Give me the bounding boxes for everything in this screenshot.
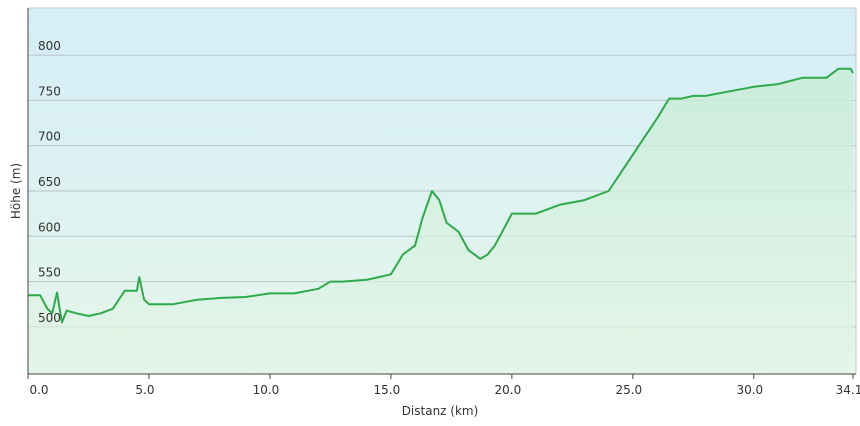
x-tick-label: 20.0 <box>495 383 522 397</box>
y-tick-label: 550 <box>38 266 61 280</box>
y-tick-label: 750 <box>38 84 61 98</box>
y-tick-label: 800 <box>38 39 61 53</box>
x-tick-label: 10.0 <box>253 383 280 397</box>
x-tick-label: 30.0 <box>736 383 763 397</box>
x-tick-label: 5.0 <box>135 383 154 397</box>
y-tick-label: 500 <box>38 311 61 325</box>
y-tick-label: 700 <box>38 130 61 144</box>
x-axis-title: Distanz (km) <box>402 404 479 418</box>
y-tick-label: 650 <box>38 175 61 189</box>
x-tick-label: 15.0 <box>374 383 401 397</box>
elevation-line <box>28 67 854 324</box>
y-axis-title: Höhe (m) <box>9 163 23 219</box>
y-tick-label: 600 <box>38 220 61 234</box>
x-tick-label: 0.0 <box>29 383 48 397</box>
x-tick-label: 25.0 <box>615 383 642 397</box>
x-tick-label: 34.1 <box>836 383 860 397</box>
